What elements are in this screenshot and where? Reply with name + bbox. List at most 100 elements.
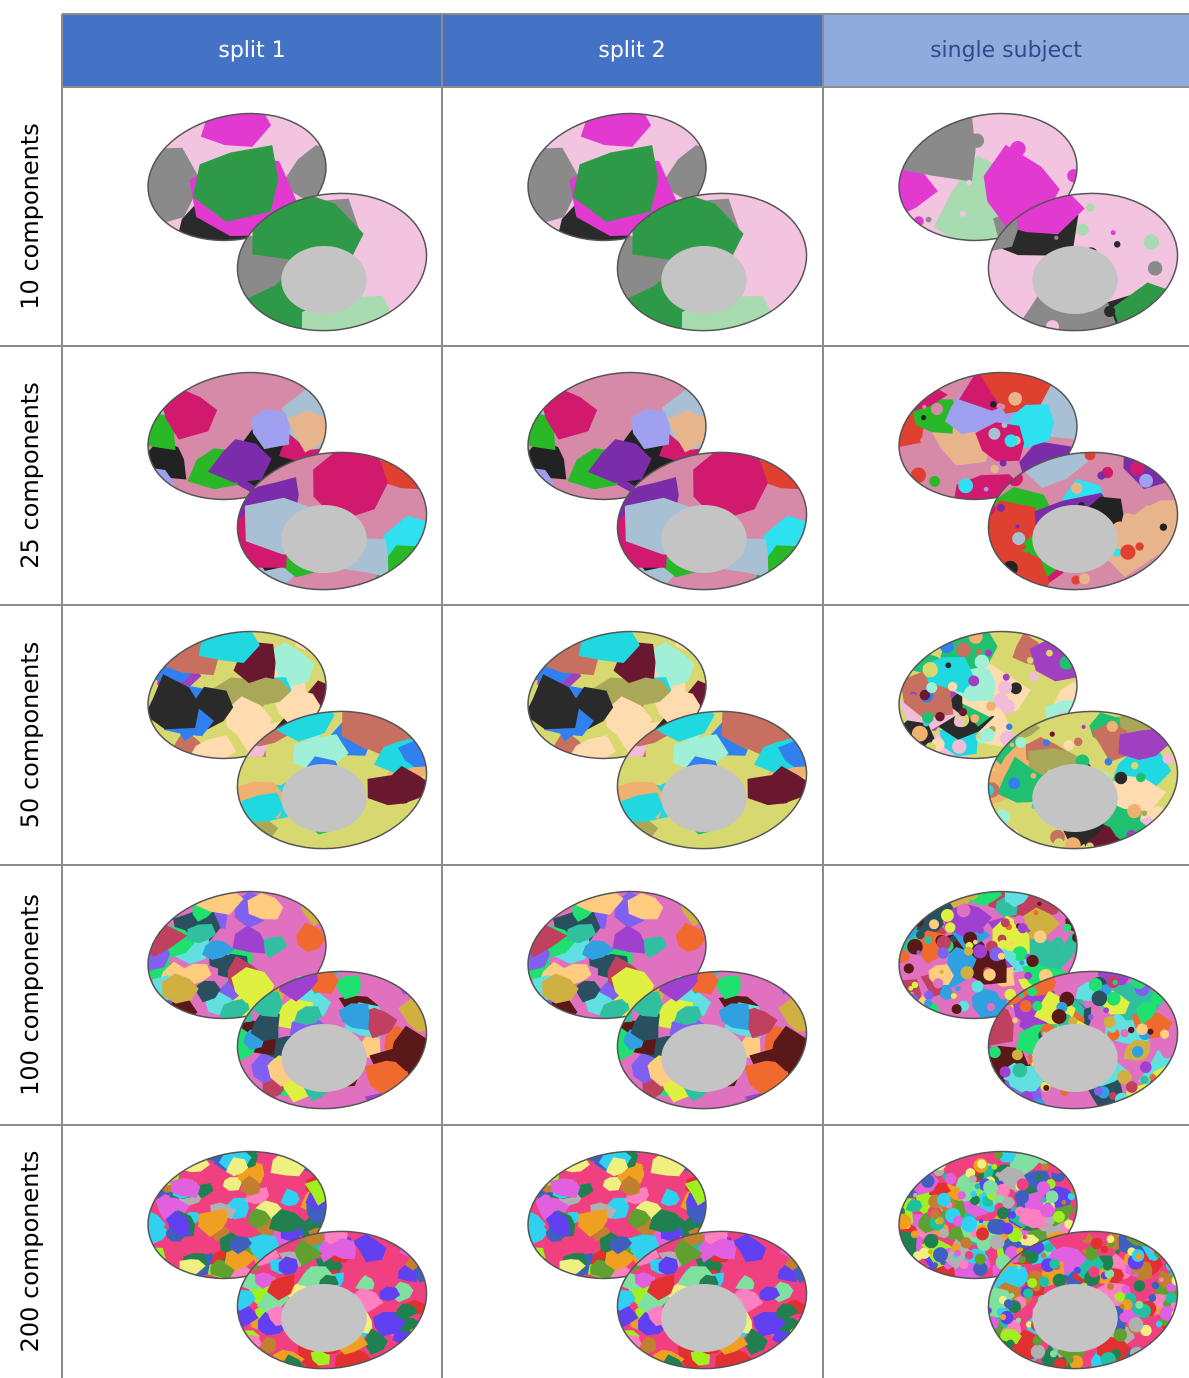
speckle bbox=[1082, 725, 1086, 729]
speckle bbox=[968, 676, 979, 687]
speckle bbox=[1114, 241, 1121, 248]
parcel bbox=[130, 1146, 160, 1168]
speckle bbox=[1000, 1314, 1006, 1320]
speckle bbox=[894, 748, 909, 763]
speckle bbox=[1041, 1253, 1046, 1258]
speckle bbox=[976, 734, 981, 739]
speckle bbox=[1015, 1206, 1025, 1216]
medial-wall bbox=[281, 505, 367, 573]
figure-table: split 1 split 2 single subject 10 compon… bbox=[0, 0, 1189, 1378]
speckle bbox=[1140, 1076, 1148, 1084]
speckle bbox=[1027, 955, 1039, 967]
speckle bbox=[1156, 1321, 1163, 1328]
speckle bbox=[1046, 650, 1053, 657]
speckle bbox=[1127, 804, 1141, 818]
speckle bbox=[1012, 532, 1025, 545]
speckle bbox=[899, 996, 914, 1011]
medial-wall bbox=[661, 1284, 747, 1352]
medial-wall bbox=[1032, 1284, 1118, 1352]
speckle bbox=[1120, 1304, 1125, 1309]
speckle bbox=[969, 630, 983, 644]
speckle bbox=[983, 968, 995, 980]
speckle bbox=[960, 1237, 971, 1248]
speckle bbox=[919, 1248, 930, 1259]
speckle bbox=[1115, 1250, 1120, 1255]
speckle bbox=[1166, 1330, 1177, 1341]
speckle bbox=[1156, 1086, 1163, 1093]
speckle bbox=[957, 1162, 967, 1172]
speckle bbox=[966, 180, 972, 186]
speckle bbox=[931, 403, 943, 415]
brain-cell bbox=[508, 875, 829, 1123]
speckle bbox=[986, 701, 996, 711]
speckle bbox=[1050, 731, 1055, 736]
speckle bbox=[1016, 1318, 1021, 1323]
speckle bbox=[911, 468, 926, 483]
parcel bbox=[1149, 965, 1183, 990]
brain-cell bbox=[130, 1136, 443, 1378]
speckle bbox=[1163, 470, 1176, 483]
speckle bbox=[893, 1245, 906, 1258]
header-label: split 2 bbox=[598, 38, 665, 63]
speckle bbox=[1008, 778, 1020, 790]
medial-wall bbox=[281, 1284, 367, 1352]
speckle bbox=[921, 1174, 934, 1187]
brain-cell bbox=[95, 95, 438, 370]
speckle bbox=[896, 404, 902, 410]
speckle bbox=[945, 662, 951, 668]
speckle bbox=[1119, 1312, 1129, 1322]
speckle bbox=[1094, 1087, 1103, 1096]
speckle bbox=[1150, 806, 1165, 821]
medial-wall bbox=[661, 1024, 747, 1092]
speckle bbox=[983, 819, 995, 831]
speckle bbox=[994, 1351, 1004, 1361]
speckle bbox=[976, 1228, 989, 1241]
brain-cell bbox=[876, 616, 1188, 867]
speckle bbox=[1067, 169, 1080, 182]
speckle bbox=[989, 1046, 1001, 1058]
parcel bbox=[785, 1232, 823, 1257]
speckle bbox=[1009, 1293, 1014, 1298]
speckle bbox=[1120, 1029, 1128, 1037]
speckle bbox=[977, 1159, 986, 1168]
parcel bbox=[1159, 965, 1189, 996]
speckle bbox=[894, 1262, 908, 1276]
speckle bbox=[921, 1270, 929, 1278]
speckle bbox=[973, 944, 987, 958]
brain-cell bbox=[132, 616, 437, 861]
speckle bbox=[1014, 1360, 1029, 1375]
speckle bbox=[928, 1250, 932, 1254]
row-label: 100 components bbox=[16, 894, 44, 1096]
speckle bbox=[1139, 474, 1153, 488]
speckle bbox=[961, 1216, 977, 1232]
parcel bbox=[405, 1232, 443, 1257]
speckle bbox=[951, 993, 957, 999]
speckle bbox=[981, 728, 995, 742]
speckle bbox=[1053, 1211, 1065, 1223]
speckle bbox=[911, 1230, 919, 1238]
speckle bbox=[1122, 1285, 1131, 1294]
speckle bbox=[1007, 1091, 1021, 1105]
speckle bbox=[940, 987, 953, 1000]
parcel bbox=[975, 1090, 1020, 1126]
speckle bbox=[1004, 1299, 1013, 1308]
speckle bbox=[923, 662, 938, 677]
speckle bbox=[924, 936, 932, 944]
speckle bbox=[913, 916, 924, 927]
medial-wall bbox=[281, 764, 367, 832]
speckle bbox=[997, 504, 1005, 512]
speckle bbox=[990, 401, 997, 408]
speckle bbox=[1000, 460, 1007, 467]
speckle bbox=[975, 1254, 986, 1265]
speckle bbox=[1103, 1007, 1109, 1013]
parcel bbox=[1161, 1337, 1188, 1357]
parcel bbox=[697, 1153, 714, 1167]
parcel bbox=[129, 468, 174, 509]
parcel bbox=[515, 883, 560, 919]
parcel bbox=[991, 1354, 1024, 1378]
speckle bbox=[973, 940, 978, 945]
speckle bbox=[898, 1267, 907, 1276]
speckle bbox=[1016, 1241, 1022, 1247]
speckle bbox=[1018, 1256, 1025, 1263]
speckle bbox=[1160, 523, 1167, 530]
